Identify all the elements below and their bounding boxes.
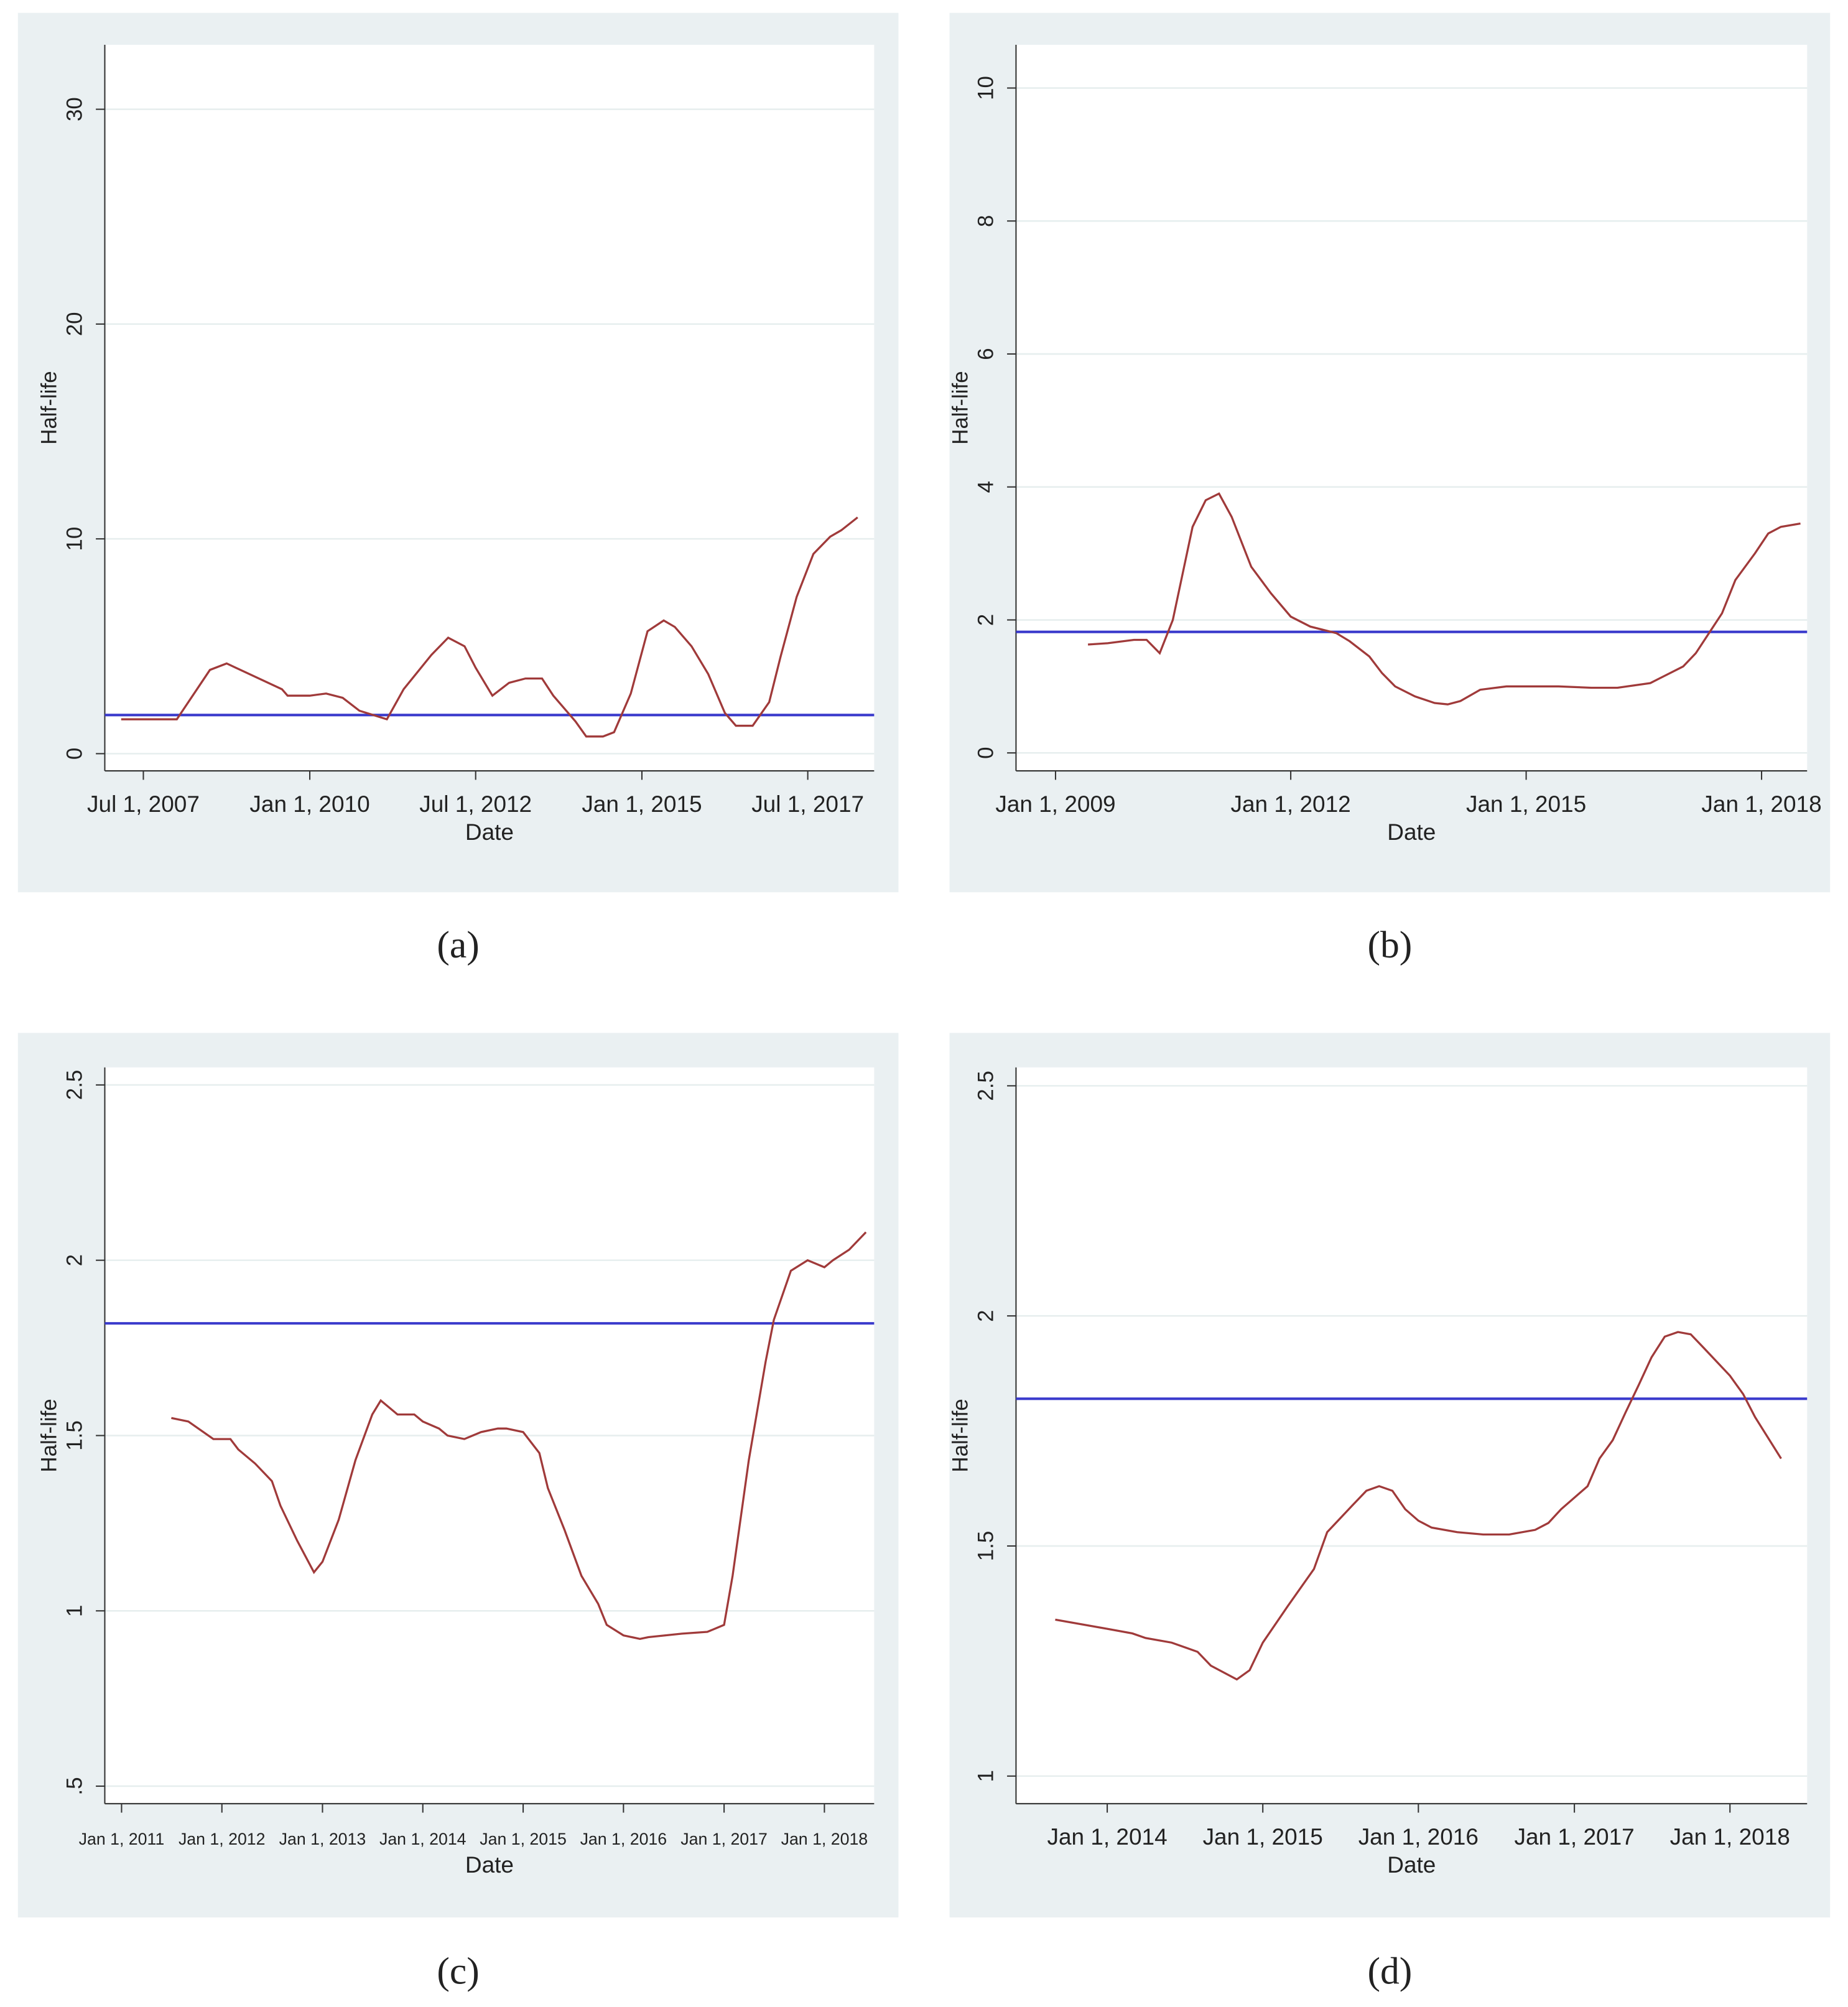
y-tick-label: 8 — [973, 215, 998, 227]
y-tick-label: 2 — [973, 1310, 998, 1321]
x-tick-label: Jan 1, 2012 — [1230, 791, 1350, 817]
y-tick-label: 1.5 — [62, 1420, 86, 1451]
chart-panel: 0 10 20 30 Jul 1, 2007 Jan 1, 2010 Jul 1, 2012… — [17, 12, 899, 966]
x-tick-label: Jan 1, 2015 — [1203, 1824, 1323, 1850]
y-tick-label: 1.5 — [973, 1531, 998, 1562]
x-tick-label: Jan 1, 2011 — [79, 1830, 165, 1848]
chart-panel: 1 1.5 2 2.5 Jan 1, 2014 Jan 1, 2015 Jan 1, 201… — [948, 1033, 1831, 1993]
x-axis-label: Date — [1387, 819, 1436, 845]
x-tick-label: Jan 1, 2015 — [582, 791, 702, 817]
x-tick-label: Jan 1, 2017 — [680, 1830, 768, 1848]
x-tick-label: Jan 1, 2017 — [1514, 1824, 1634, 1850]
x-tick-label: Jan 1, 2012 — [179, 1830, 266, 1848]
y-tick-label: .5 — [62, 1777, 86, 1795]
y-tick-label: 20 — [62, 312, 86, 336]
x-tick-label: Jan 1, 2016 — [580, 1830, 667, 1848]
x-tick-label: Jan 1, 2014 — [379, 1830, 467, 1848]
data-line — [1055, 1331, 1782, 1681]
plot-area — [1016, 45, 1808, 771]
x-tick-label: Jan 1, 2010 — [249, 791, 369, 817]
y-tick-label: 10 — [973, 76, 998, 100]
x-tick-label: Jan 1, 2018 — [781, 1830, 868, 1848]
y-axis-label: Half-life — [37, 1399, 61, 1472]
y-axis-label: Half-life — [37, 371, 61, 444]
y-tick-label: 2.5 — [973, 1071, 998, 1101]
x-tick-label: Jan 1, 2015 — [480, 1830, 567, 1848]
x-axis-label: Date — [1387, 1852, 1436, 1878]
chart-panel: .5 1 1.5 2 2.5 Jan 1, 2011 Jan 1, 2012 Jan 1, 2… — [17, 1033, 899, 1993]
x-tick-label: Jan 1, 2013 — [279, 1830, 366, 1848]
caption: (a) — [437, 924, 479, 966]
data-line — [1087, 492, 1801, 705]
data-line — [171, 1231, 867, 1641]
y-tick-label: 6 — [973, 348, 998, 360]
y-tick-label: 4 — [973, 481, 998, 493]
x-tick-label: Jul 1, 2007 — [87, 791, 200, 817]
y-tick-label: 30 — [62, 97, 86, 121]
plot-area — [1016, 1067, 1808, 1804]
y-tick-label: 0 — [62, 748, 86, 760]
y-tick-label: 1 — [62, 1605, 86, 1617]
y-axis-label: Half-life — [948, 1399, 972, 1472]
x-tick-label: Jul 1, 2017 — [751, 791, 864, 817]
y-tick-label: 10 — [62, 527, 86, 551]
caption: (c) — [437, 1950, 479, 1993]
data-line — [121, 516, 858, 738]
x-tick-label: Jul 1, 2012 — [419, 791, 532, 817]
x-axis-label: Date — [465, 819, 514, 845]
x-tick-label: Jan 1, 2014 — [1047, 1824, 1167, 1850]
x-tick-label: Jan 1, 2016 — [1358, 1824, 1479, 1850]
x-tick-label: Jan 1, 2009 — [995, 791, 1115, 817]
caption: (d) — [1367, 1950, 1412, 1993]
x-tick-label: Jan 1, 2015 — [1466, 791, 1586, 817]
y-tick-label: 2 — [62, 1254, 86, 1266]
y-tick-label: 0 — [973, 747, 998, 758]
plot-area — [104, 45, 875, 771]
y-tick-label: 1 — [973, 1770, 998, 1782]
x-axis-label: Date — [465, 1852, 514, 1878]
chart-panel: 0 2 4 6 8 10 Jan 1, 2009 Jan 1, 2012 Jan 1, 2015… — [948, 12, 1831, 966]
y-axis-label: Half-life — [948, 371, 972, 444]
x-tick-label: Jan 1, 2018 — [1701, 791, 1821, 817]
y-tick-label: 2.5 — [62, 1070, 86, 1101]
x-tick-label: Jan 1, 2018 — [1670, 1824, 1790, 1850]
caption: (b) — [1367, 924, 1412, 966]
y-tick-label: 2 — [973, 614, 998, 626]
